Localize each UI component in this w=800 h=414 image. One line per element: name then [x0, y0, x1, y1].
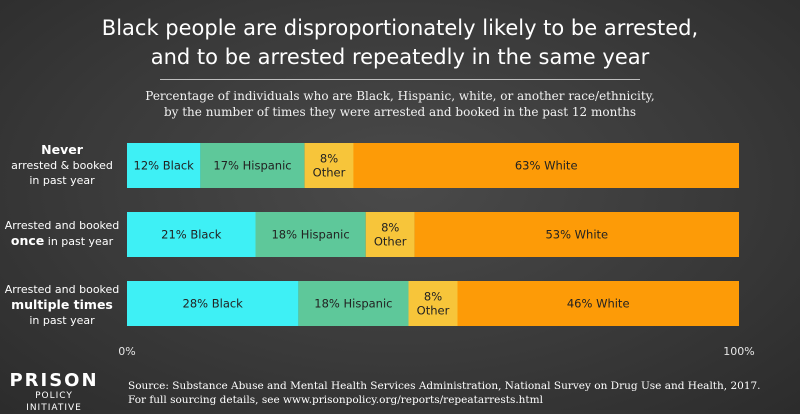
row-label-never-line-2: arrested & booked: [11, 159, 113, 172]
subtitle-line-2: by the number of times they were arreste…: [163, 105, 637, 119]
row-label-once-bold: once: [10, 233, 45, 248]
row-label-once-line-1: Arrested and booked: [4, 219, 120, 232]
title-divider: [160, 79, 640, 80]
stacked-bar-chart: 12% Black 17% Hispanic 8% Other 63% White 21%…: [118, 143, 755, 358]
title-line-2: and to be arrested repeatedly in the sam…: [150, 45, 650, 69]
bar-black-row-2: [127, 212, 256, 257]
bar-hispanic-row-3: [298, 281, 409, 326]
row-label-once-rest: in past year: [44, 235, 114, 248]
x-tick-label-2: 100%: [723, 345, 754, 358]
row-label-never-line-3: in past year: [29, 174, 95, 187]
logo-line-2: POLICY INITIATIVE: [26, 391, 82, 413]
row-label-multiple: Arrested and booked multiple times in pa…: [0, 282, 124, 328]
label-other-row-2: 8% Other: [374, 221, 407, 249]
bar-other-row-2: [365, 212, 415, 257]
row-label-never-line-1: Never: [41, 142, 83, 157]
prison-policy-initiative-logo: PRISON POLICY INITIATIVE: [8, 372, 100, 414]
label-hispanic-row-2: 18% Hispanic: [271, 228, 349, 242]
label-black-row-2: 21% Black: [161, 228, 222, 242]
label-other-row-1: 8% Other: [313, 152, 346, 180]
label-black-row-1: 12% Black: [134, 159, 195, 173]
bar-black-row-3: [127, 281, 299, 326]
row-label-multiple-line-2: multiple times: [11, 297, 113, 312]
row-label-never: Never arrested & booked in past year: [0, 142, 124, 188]
bar-other-row-3: [408, 281, 458, 326]
logo-line-1: PRISON: [9, 370, 99, 391]
row-label-once: Arrested and booked once in past year: [0, 218, 124, 249]
chart-title: Black people are disproportionately like…: [0, 14, 800, 72]
bar-other-row-1: [304, 143, 354, 188]
chart-subtitle: Percentage of individuals who are Black,…: [0, 88, 800, 120]
bar-white-row-2: [414, 212, 739, 257]
bar-white-row-3: [457, 281, 739, 326]
label-other-row-3: 8% Other: [417, 290, 450, 318]
x-axis-ticks: 0% 100%: [118, 345, 754, 358]
bars-group: 12% Black 17% Hispanic 8% Other 63% White 21%…: [127, 143, 739, 326]
label-hispanic-row-1: 17% Hispanic: [213, 159, 291, 173]
bar-white-row-1: [353, 143, 739, 188]
bar-hispanic-row-1: [200, 143, 305, 188]
bar-hispanic-row-2: [255, 212, 366, 257]
subtitle-line-1: Percentage of individuals who are Black,…: [145, 89, 655, 103]
source-line-2: For full sourcing details, see www.priso…: [128, 394, 543, 406]
title-line-1: Black people are disproportionately like…: [101, 16, 699, 40]
label-black-row-3: 28% Black: [183, 297, 244, 311]
bar-black-row-1: [127, 143, 201, 188]
label-hispanic-row-3: 18% Hispanic: [314, 297, 392, 311]
row-label-multiple-line-3: in past year: [29, 314, 95, 327]
label-white-row-1: 63% White: [515, 159, 578, 173]
label-white-row-2: 53% White: [545, 228, 608, 242]
source-line-1: Source: Substance Abuse and Mental Healt…: [128, 380, 761, 392]
label-white-row-3: 46% White: [567, 297, 630, 311]
x-tick-label-1: 0%: [118, 345, 135, 358]
row-label-multiple-line-1: Arrested and booked: [4, 283, 120, 296]
source-note: Source: Substance Abuse and Mental Healt…: [128, 379, 788, 407]
